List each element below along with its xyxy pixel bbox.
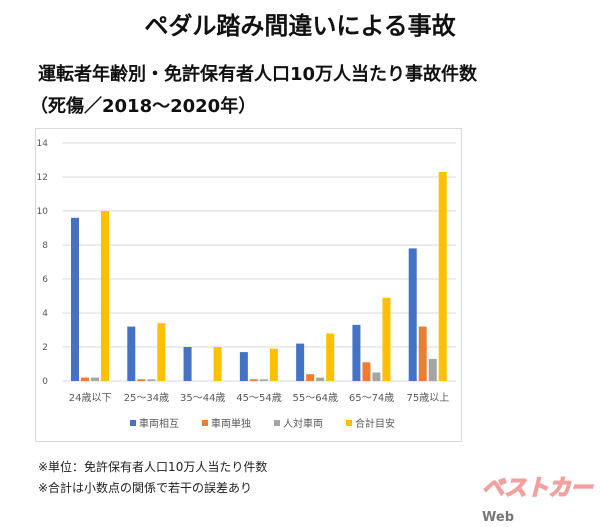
bar-合計目安 bbox=[269, 348, 278, 381]
note-unit: ※単位：免許保有者人口10万人当たり件数 bbox=[38, 460, 268, 474]
bar-車両単独 bbox=[137, 379, 146, 381]
bar-車両相互 bbox=[408, 248, 417, 381]
bar-人対車両 bbox=[372, 372, 381, 381]
page-title: ペダル踏み間違いによる事故 bbox=[144, 12, 456, 40]
x-tick-label: 75歳以上 bbox=[406, 392, 449, 404]
x-tick-label: 35～44歳 bbox=[180, 392, 225, 404]
y-tick-label: 2 bbox=[42, 343, 48, 353]
y-tick-label: 12 bbox=[37, 173, 48, 183]
bar-合計目安 bbox=[382, 297, 391, 381]
bar-車両相互 bbox=[183, 347, 192, 381]
bar-車両相互 bbox=[239, 352, 248, 381]
bar-合計目安 bbox=[438, 171, 447, 381]
bar-車両相互 bbox=[127, 326, 136, 381]
bar-人対車両 bbox=[91, 377, 99, 381]
bar-合計目安 bbox=[157, 323, 166, 381]
y-tick-label: 14 bbox=[37, 139, 49, 149]
bar-合計目安 bbox=[101, 211, 109, 381]
legend-swatch bbox=[202, 420, 208, 426]
bar-人対車両 bbox=[316, 377, 325, 381]
bar-車両相互 bbox=[352, 324, 361, 381]
y-tick-label: 10 bbox=[37, 207, 49, 217]
x-tick-label: 65～74歳 bbox=[349, 392, 394, 404]
bar-人対車両 bbox=[147, 379, 156, 381]
chart-subtitle: 運転者年齢別・免許保有者人口10万人当たり事故件数 bbox=[38, 64, 478, 85]
note-rounding: ※合計は小数点の関係で若干の誤差あり bbox=[38, 481, 253, 495]
chart-frame bbox=[35, 128, 462, 442]
x-tick-label: 45～54歳 bbox=[236, 392, 281, 404]
chart-subtitle-period: （死傷／2018～2020年） bbox=[30, 96, 257, 117]
legend-swatch bbox=[130, 420, 136, 426]
y-tick-label: 8 bbox=[42, 241, 48, 251]
bar-車両相互 bbox=[296, 343, 305, 381]
bar-合計目安 bbox=[326, 333, 335, 381]
bar-車両単独 bbox=[362, 362, 371, 381]
x-tick-label: 24歳以下 bbox=[69, 392, 112, 404]
x-tick-label: 55～64歳 bbox=[293, 392, 338, 404]
legend-label: 車両相互 bbox=[139, 417, 179, 430]
legend-swatch bbox=[346, 420, 352, 426]
legend-label: 人対車両 bbox=[283, 417, 323, 430]
legend-label: 車両単独 bbox=[211, 417, 251, 430]
y-tick-label: 6 bbox=[42, 275, 48, 285]
x-tick-label: 25～34歳 bbox=[124, 392, 169, 404]
legend-swatch bbox=[274, 420, 280, 426]
bar-chart: 0 2 4 6 8 10 12 14 24歳以下 25～34歳 35～44歳 45～54歳 55～64歳… bbox=[37, 139, 456, 430]
bar-車両相互 bbox=[71, 217, 79, 381]
y-tick-label: 4 bbox=[42, 309, 48, 319]
bar-車両単独 bbox=[418, 326, 427, 381]
bar-合計目安 bbox=[213, 347, 222, 381]
bar-車両単独 bbox=[81, 377, 89, 381]
bar-車両単独 bbox=[306, 374, 315, 381]
bar-車両単独 bbox=[249, 379, 258, 381]
y-tick-label: 0 bbox=[42, 377, 48, 387]
legend-label: 合計目安 bbox=[355, 417, 395, 430]
bar-人対車両 bbox=[259, 379, 268, 381]
bar-人対車両 bbox=[428, 358, 437, 381]
